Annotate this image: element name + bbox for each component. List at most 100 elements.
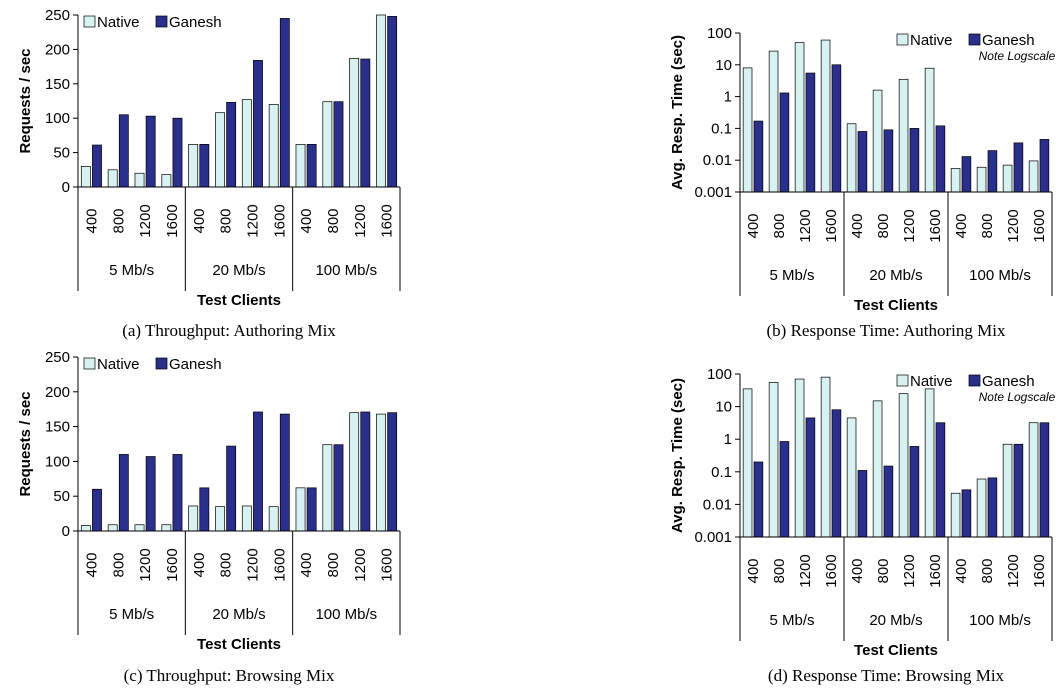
x-tick-label: 1600 [1031,209,1048,242]
group-label: 5 Mb/s [769,612,814,629]
bar [172,117,183,188]
y-tick-label: 150 [45,419,70,436]
y-tick-label: 1 [724,89,732,106]
y-tick-label: 50 [53,145,70,162]
y-tick-label: 1 [724,431,732,448]
x-tick-label: 1200 [352,204,369,237]
annotation: Note Logscale [979,390,1056,404]
legend-swatch [968,374,981,387]
bar [188,143,199,188]
legend-label: Native [910,373,953,390]
bar [376,413,386,532]
bar [1013,443,1024,538]
group-label: 20 Mb/s [212,262,265,279]
x-tick-label: 1600 [271,548,288,581]
bar [753,120,764,193]
bar [1039,139,1050,193]
legend-label: Ganesh [169,356,222,373]
bar [306,143,317,188]
y-tick-label: 50 [53,488,70,505]
legend-label: Native [910,32,953,49]
chart-panel: 0.001 0.01 0.1 1 10 100 400 800 1200 1600 5 Mb/s 40… [669,25,1056,340]
x-tick-label: 400 [191,552,208,577]
x-tick-label: 1600 [271,204,288,237]
x-tick-label: 1200 [137,204,154,237]
y-tick-label: 0 [62,179,70,196]
chart-panel: 0 50 100 150 200 250 400 800 1200 1600 5 Mb/s 400 80… [17,349,401,685]
bar [950,492,961,538]
x-tick-label: 1600 [379,548,396,581]
legend-swatch [968,33,981,46]
bar [161,174,172,188]
y-tick-label: 0.001 [694,529,732,546]
y-tick-label: 150 [45,76,70,93]
bar [188,505,199,532]
x-tick-label: 1200 [797,554,814,587]
x-tick-label: 800 [218,208,235,233]
bar [199,143,210,188]
x-tick-label: 1200 [137,548,154,581]
y-axis-label: Avg. Resp. Time (sec) [669,378,686,533]
bar [1028,422,1039,538]
x-tick-label: 1600 [927,554,944,587]
chart-panel: 0 50 100 150 200 250 400 800 1200 1600 5 Mb/s 400 80… [17,7,401,340]
bar [295,487,306,532]
legend-label: Native [97,356,140,373]
bar [987,150,998,193]
y-tick-label: 250 [45,7,70,24]
x-tick-label: 800 [325,208,342,233]
bar [134,172,145,188]
x-tick-label: 1600 [823,554,840,587]
caption: (c) Throughput: Browsing Mix [124,666,335,685]
x-tick-label: 400 [745,213,762,238]
y-tick-label: 250 [45,349,70,366]
x-tick-label: 1200 [901,554,918,587]
bar [360,411,371,532]
bar [1002,443,1013,538]
bar [1002,164,1013,193]
bar [322,444,333,532]
y-axis-label: Requests / sec [17,391,34,496]
x-axis-label: Test Clients [197,292,281,309]
x-tick-label: 400 [849,213,866,238]
group-label: 5 Mb/s [109,262,154,279]
bar [831,409,842,538]
x-tick-label: 1600 [379,204,396,237]
bar [161,524,172,532]
bar [987,477,998,538]
x-tick-label: 400 [191,208,208,233]
bar [279,18,290,188]
legend-swatch [155,357,168,370]
bar [241,99,252,188]
bar [92,144,102,188]
bar [1028,160,1039,193]
legend-label: Ganesh [982,32,1035,49]
bar [387,412,398,532]
bar [107,524,118,532]
bar [950,168,961,193]
bar [80,525,91,532]
y-tick-label: 0.01 [703,152,732,169]
bar [253,411,263,532]
group-label: 5 Mb/s [109,606,154,623]
y-tick-label: 200 [45,41,70,58]
bar [794,42,805,193]
bar [872,400,883,538]
y-tick-label: 0.01 [703,496,732,513]
x-tick-label: 1600 [823,209,840,242]
bar [295,143,306,188]
group-label: 100 Mb/s [969,612,1031,629]
bar [935,422,946,538]
legend-swatch [83,15,96,28]
y-tick-label: 10 [715,57,732,74]
x-tick-label: 800 [325,552,342,577]
bar [279,413,290,532]
bar [1013,142,1024,193]
x-tick-label: 800 [218,552,235,577]
group-label: 100 Mb/s [315,262,377,279]
caption: (a) Throughput: Authoring Mix [122,321,336,340]
group-label: 5 Mb/s [769,267,814,284]
y-tick-label: 0.1 [711,120,732,137]
x-tick-label: 400 [298,208,315,233]
bar [846,123,857,193]
